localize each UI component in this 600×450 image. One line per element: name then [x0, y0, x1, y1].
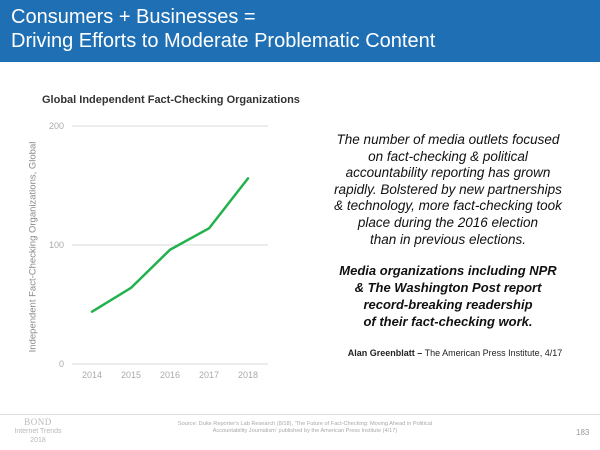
attribution-name: Alan Greenblatt – [347, 348, 423, 358]
x-tick-label: 2014 [82, 370, 102, 380]
y-tick-label: 200 [49, 121, 64, 131]
slide-title-line1: Consumers + Businesses = [11, 6, 256, 28]
logo-year: 2018 [30, 437, 46, 444]
quote-bold-line: Media organizations including NPR [339, 263, 557, 278]
quote-line: rapidly. Bolstered by new partnerships [334, 181, 562, 197]
quote-bold-line: & The Washington Post report [354, 280, 542, 295]
y-tick-label: 100 [49, 240, 64, 250]
quote-line: than in previous elections. [369, 231, 527, 247]
source-line: Source: Duke Reporter's Lab Research (8/… [177, 421, 433, 427]
quote-bold-line: of their fact-checking work. [363, 314, 533, 329]
x-tick-label: 2015 [121, 370, 141, 380]
logo-subtitle: Internet Trends [14, 428, 62, 435]
quote-text: The number of media outlets focused on f… [322, 132, 574, 248]
y-tick-label: 0 [59, 359, 64, 369]
quote-bold-text: Media organizations including NPR & The … [322, 262, 574, 330]
quote-line: & technology, more fact-checking took [334, 198, 562, 214]
page-number: 183 [576, 428, 590, 437]
logo-brand: BOND [24, 417, 52, 427]
slide-header: Consumers + Businesses = Driving Efforts… [0, 0, 600, 62]
quote-line: accountability reporting has grown [345, 165, 551, 181]
quote-attribution: Alan Greenblatt – The American Press Ins… [335, 348, 575, 358]
x-tick-label: 2017 [199, 370, 219, 380]
quote-line: on fact-checking & political [368, 148, 528, 164]
quote-bold-line: record-breaking readership [363, 297, 533, 312]
source-note: Source: Duke Reporter's Lab Research (8/… [170, 421, 440, 435]
attribution-source: The American Press Institute, 4/17 [424, 348, 563, 358]
chart-title: Global Independent Fact-Checking Organiz… [42, 94, 300, 106]
bond-logo: BOND Internet Trends 2018 [8, 418, 68, 445]
x-tick-label: 2018 [238, 370, 258, 380]
slide-title-line2: Driving Efforts to Moderate Problematic … [11, 30, 436, 52]
quote-line: The number of media outlets focused [336, 132, 560, 147]
footer-divider [0, 414, 600, 415]
quote-line: place during the 2016 election [357, 214, 539, 230]
source-line: Accountability Journalism' published by … [212, 428, 398, 434]
x-tick-label: 2016 [160, 370, 180, 380]
